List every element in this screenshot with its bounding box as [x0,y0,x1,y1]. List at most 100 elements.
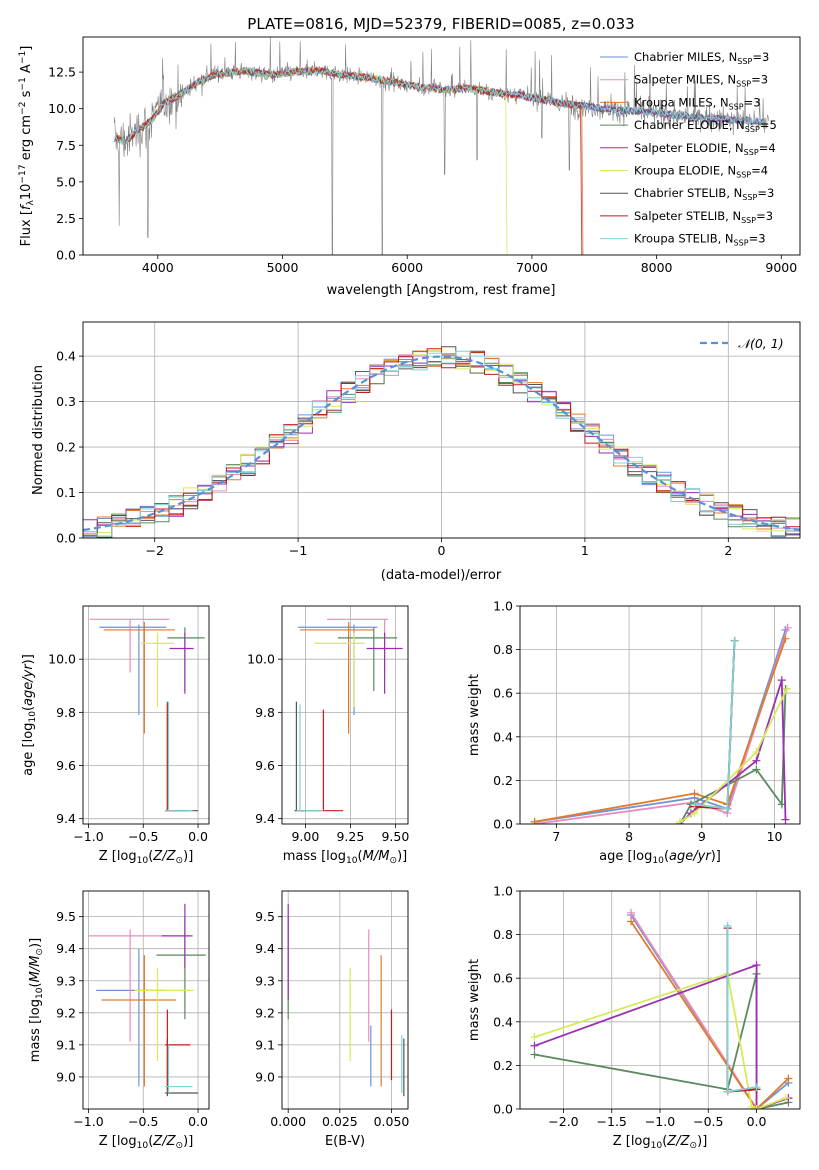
x-tick-label: −0.5 [128,829,158,844]
y-tick-label: 9.1 [56,1037,76,1052]
series-marker [747,1102,756,1109]
y-tick-label: 12.5 [48,65,76,80]
plot-area [530,623,792,824]
legend-spectrum: Chabrier MILES, NSSP=3 Salpeter MILES, NS… [600,50,777,248]
y-tick-label: 9.5 [56,909,76,924]
x-tick-label: −1.0 [73,1114,103,1129]
plot-area [294,618,403,812]
y-axis-label: Normed distribution [31,365,46,495]
axes-age-vs-Z: −1.0 −0.5 0.0 9.4 9.6 9.8 10.0 [48,605,210,844]
x-tick-label: −2.0 [548,1114,578,1129]
y-tick-label: 5.0 [56,174,76,189]
x-tick-label: 9.00 [291,829,319,844]
x-tick-label: 0.0 [747,1114,767,1129]
y-tick-label: 7.5 [56,138,76,153]
x-tick-label: 0.025 [322,1114,358,1129]
axes-frame [281,605,409,825]
series-marker [752,748,761,757]
y-tick-label: 9.0 [255,1069,275,1084]
legend-label: Kroupa MILES, NSSP=3 [634,95,761,111]
legend-label: Chabrier ELODIE, NSSP=5 [634,118,777,134]
series-line [534,627,789,824]
plot-area [83,346,800,538]
y-tick-label: 9.5 [255,909,275,924]
x-tick-label: 7000 [516,260,548,275]
x-tick-label: 9.50 [381,829,409,844]
series-marker [781,634,790,643]
x-tick-label: 4000 [142,260,174,275]
plot-area [88,903,206,1097]
x-axis-label: mass [log10(M/M⊙)] [283,849,407,866]
series-marker [690,789,699,798]
x-tick-label: 8000 [641,260,673,275]
series-line [534,638,787,823]
series-line [534,629,787,823]
legend-residuals: 𝒩(0, 1) [700,336,784,351]
y-axis-label: mass weight [467,959,482,1041]
x-tick-label: 2 [724,543,732,558]
y-tick-label: 9.4 [56,941,76,956]
x-axis-label: Z [log10(Z/Z⊙)] [99,849,194,866]
y-tick-label: 0.8 [493,642,513,657]
y-tick-label: 0.2 [493,773,513,788]
y-tick-label: 0.0 [56,531,76,546]
series-marker [784,1074,793,1083]
axes-frame [519,605,801,825]
axes-frame [519,890,801,1110]
y-tick-label: 0.3 [56,394,76,409]
y-tick-label: 0.8 [493,927,513,942]
series-marker [627,917,636,926]
x-tick-label: 5000 [267,260,299,275]
normal-curve-line [83,355,800,532]
y-tick-label: 0.4 [493,729,513,744]
series-marker [530,1033,539,1042]
y-tick-label: 1.0 [493,884,513,899]
y-axis-label: mass [log10(M/M⊙)] [28,938,45,1062]
series-marker [781,815,790,824]
plot-area [287,903,405,1097]
series-marker [783,623,792,632]
x-tick-label: 9 [698,829,706,844]
series-marker [752,1083,761,1092]
legend-label: Kroupa STELIB, NSSP=3 [634,232,766,248]
series-marker [723,804,732,813]
plot-area [113,37,769,255]
x-tick-label: 8 [625,829,633,844]
series-line [679,688,788,823]
x-tick-label: −1.5 [597,1114,627,1129]
y-tick-label: 9.3 [255,973,275,988]
series-line [726,928,757,1093]
series-marker [530,1041,539,1050]
x-tick-label: 0.050 [374,1114,410,1129]
axes-mass-vs-Z: −1.0 −0.5 0.0 9.0 9.1 9.2 9.3 9.4 9.5 [56,890,210,1129]
axes-frame [281,890,409,1110]
legend-label: 𝒩(0, 1) [738,336,784,351]
series-marker [530,817,539,824]
y-tick-label: 9.8 [56,705,76,720]
y-tick-label: 0.1 [56,485,76,500]
x-tick-label: 0.0 [188,1114,208,1129]
y-tick-label: 9.3 [56,973,76,988]
series-line [630,912,789,1109]
series-marker [781,1094,790,1103]
y-tick-label: 9.4 [255,811,275,826]
series-marker [723,921,732,930]
x-tick-label: −1 [289,543,307,558]
axes-mass-vs-ebv: 0.000 0.025 0.050 9.0 9.1 9.2 9.3 9.4 9.5 [255,890,410,1129]
y-tick-label: 10.0 [48,652,76,667]
series-marker [723,1087,732,1096]
axes-weight-vs-Z: −2.0 −1.5 −1.0 −0.5 0.0 0.0 0.2 0.4 0.6 0.8 1.0 [493,884,801,1129]
legend-label: Salpeter ELODIE, NSSP=4 [634,141,776,157]
y-tick-label: 0.6 [493,686,513,701]
x-tick-label: −0.5 [128,1114,158,1129]
x-tick-label: −0.5 [693,1114,723,1129]
y-tick-label: 10.0 [48,101,76,116]
series-line [630,920,790,1109]
series-marker [676,817,684,824]
axes-spectrum: 4000 5000 6000 7000 8000 9000 0.0 2.5 5.0 7.5 10.0… [48,36,801,275]
series-line [630,914,789,1109]
y-tick-label: 0.4 [56,349,76,364]
y-tick-label: 9.4 [255,941,275,956]
figure-title: PLATE=0816, MJD=52379, FIBERID=0085, z=0… [247,15,634,33]
